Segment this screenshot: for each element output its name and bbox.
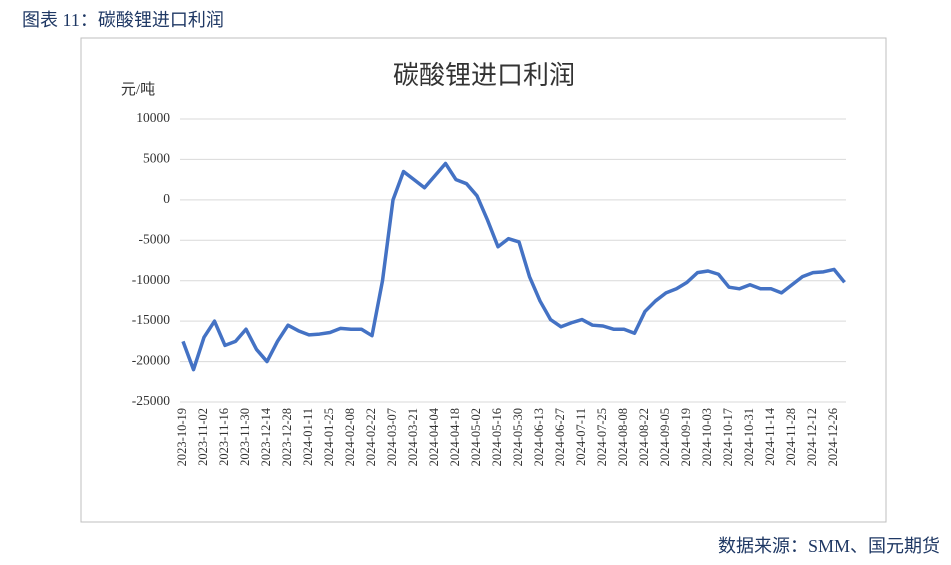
x-tick-label: 2024-11-28 [784,408,798,466]
x-tick-label: 2024-06-27 [553,408,567,466]
y-tick-label: -5000 [139,231,171,246]
x-tick-label: 2024-04-04 [427,407,441,466]
x-tick-label: 2023-11-02 [196,408,210,466]
x-tick-label: 2024-06-13 [532,408,546,466]
x-tick-label: 2024-01-25 [322,408,336,466]
chart-frame [80,37,887,523]
x-tick-label: 2024-11-14 [763,407,777,466]
x-tick-label: 2024-07-25 [595,408,609,466]
y-tick-label: -15000 [132,312,170,327]
x-tick-label: 2024-08-22 [637,408,651,466]
x-tick-label: 2023-10-19 [175,408,189,466]
x-tick-label: 2024-02-22 [364,408,378,466]
source: 数据来源：SMM、国元期货 [718,536,940,556]
x-tick-label: 2024-09-19 [679,408,693,466]
y-tick-label: 5000 [143,151,170,166]
chart-title: 碳酸锂进口利润 [393,61,575,90]
x-tick-label: 2024-10-31 [742,408,756,466]
x-tick-label: 2024-05-30 [511,408,525,466]
x-tick-label: 2024-10-17 [721,408,735,466]
y-tick-label: 10000 [136,110,170,125]
x-tick-label: 2023-11-16 [217,408,231,466]
x-tick-label: 2024-12-12 [805,408,819,466]
x-tick-label: 2024-05-16 [490,408,504,466]
x-tick-label: 2023-12-14 [259,407,273,466]
data-line [181,161,846,372]
x-tick-label: 2024-10-03 [700,408,714,466]
x-tick-label: 2024-02-08 [343,408,357,466]
x-tick-label: 2024-07-11 [574,408,588,466]
y-axis-label: 元/吨 [121,81,155,98]
x-tick-label: 2024-01-11 [301,408,315,466]
y-tick-label: -25000 [132,393,170,408]
x-tick-label: 2024-04-18 [448,408,462,466]
x-tick-label: 2024-08-08 [616,408,630,466]
x-tick-label: 2024-09-05 [658,408,672,466]
header-title: 图表 11：碳酸锂进口利润 [22,10,224,30]
x-tick-label: 2024-12-26 [826,408,840,466]
x-tick-label: 2024-03-21 [406,408,420,466]
y-tick-label: 0 [163,191,170,206]
y-tick-label: -10000 [132,272,170,287]
x-tick-label: 2024-03-07 [385,408,399,466]
x-tick-label: 2023-11-30 [238,408,252,466]
y-tick-label: -20000 [132,353,170,368]
x-tick-label: 2024-05-02 [469,408,483,466]
x-tick-label: 2023-12-28 [280,408,294,466]
